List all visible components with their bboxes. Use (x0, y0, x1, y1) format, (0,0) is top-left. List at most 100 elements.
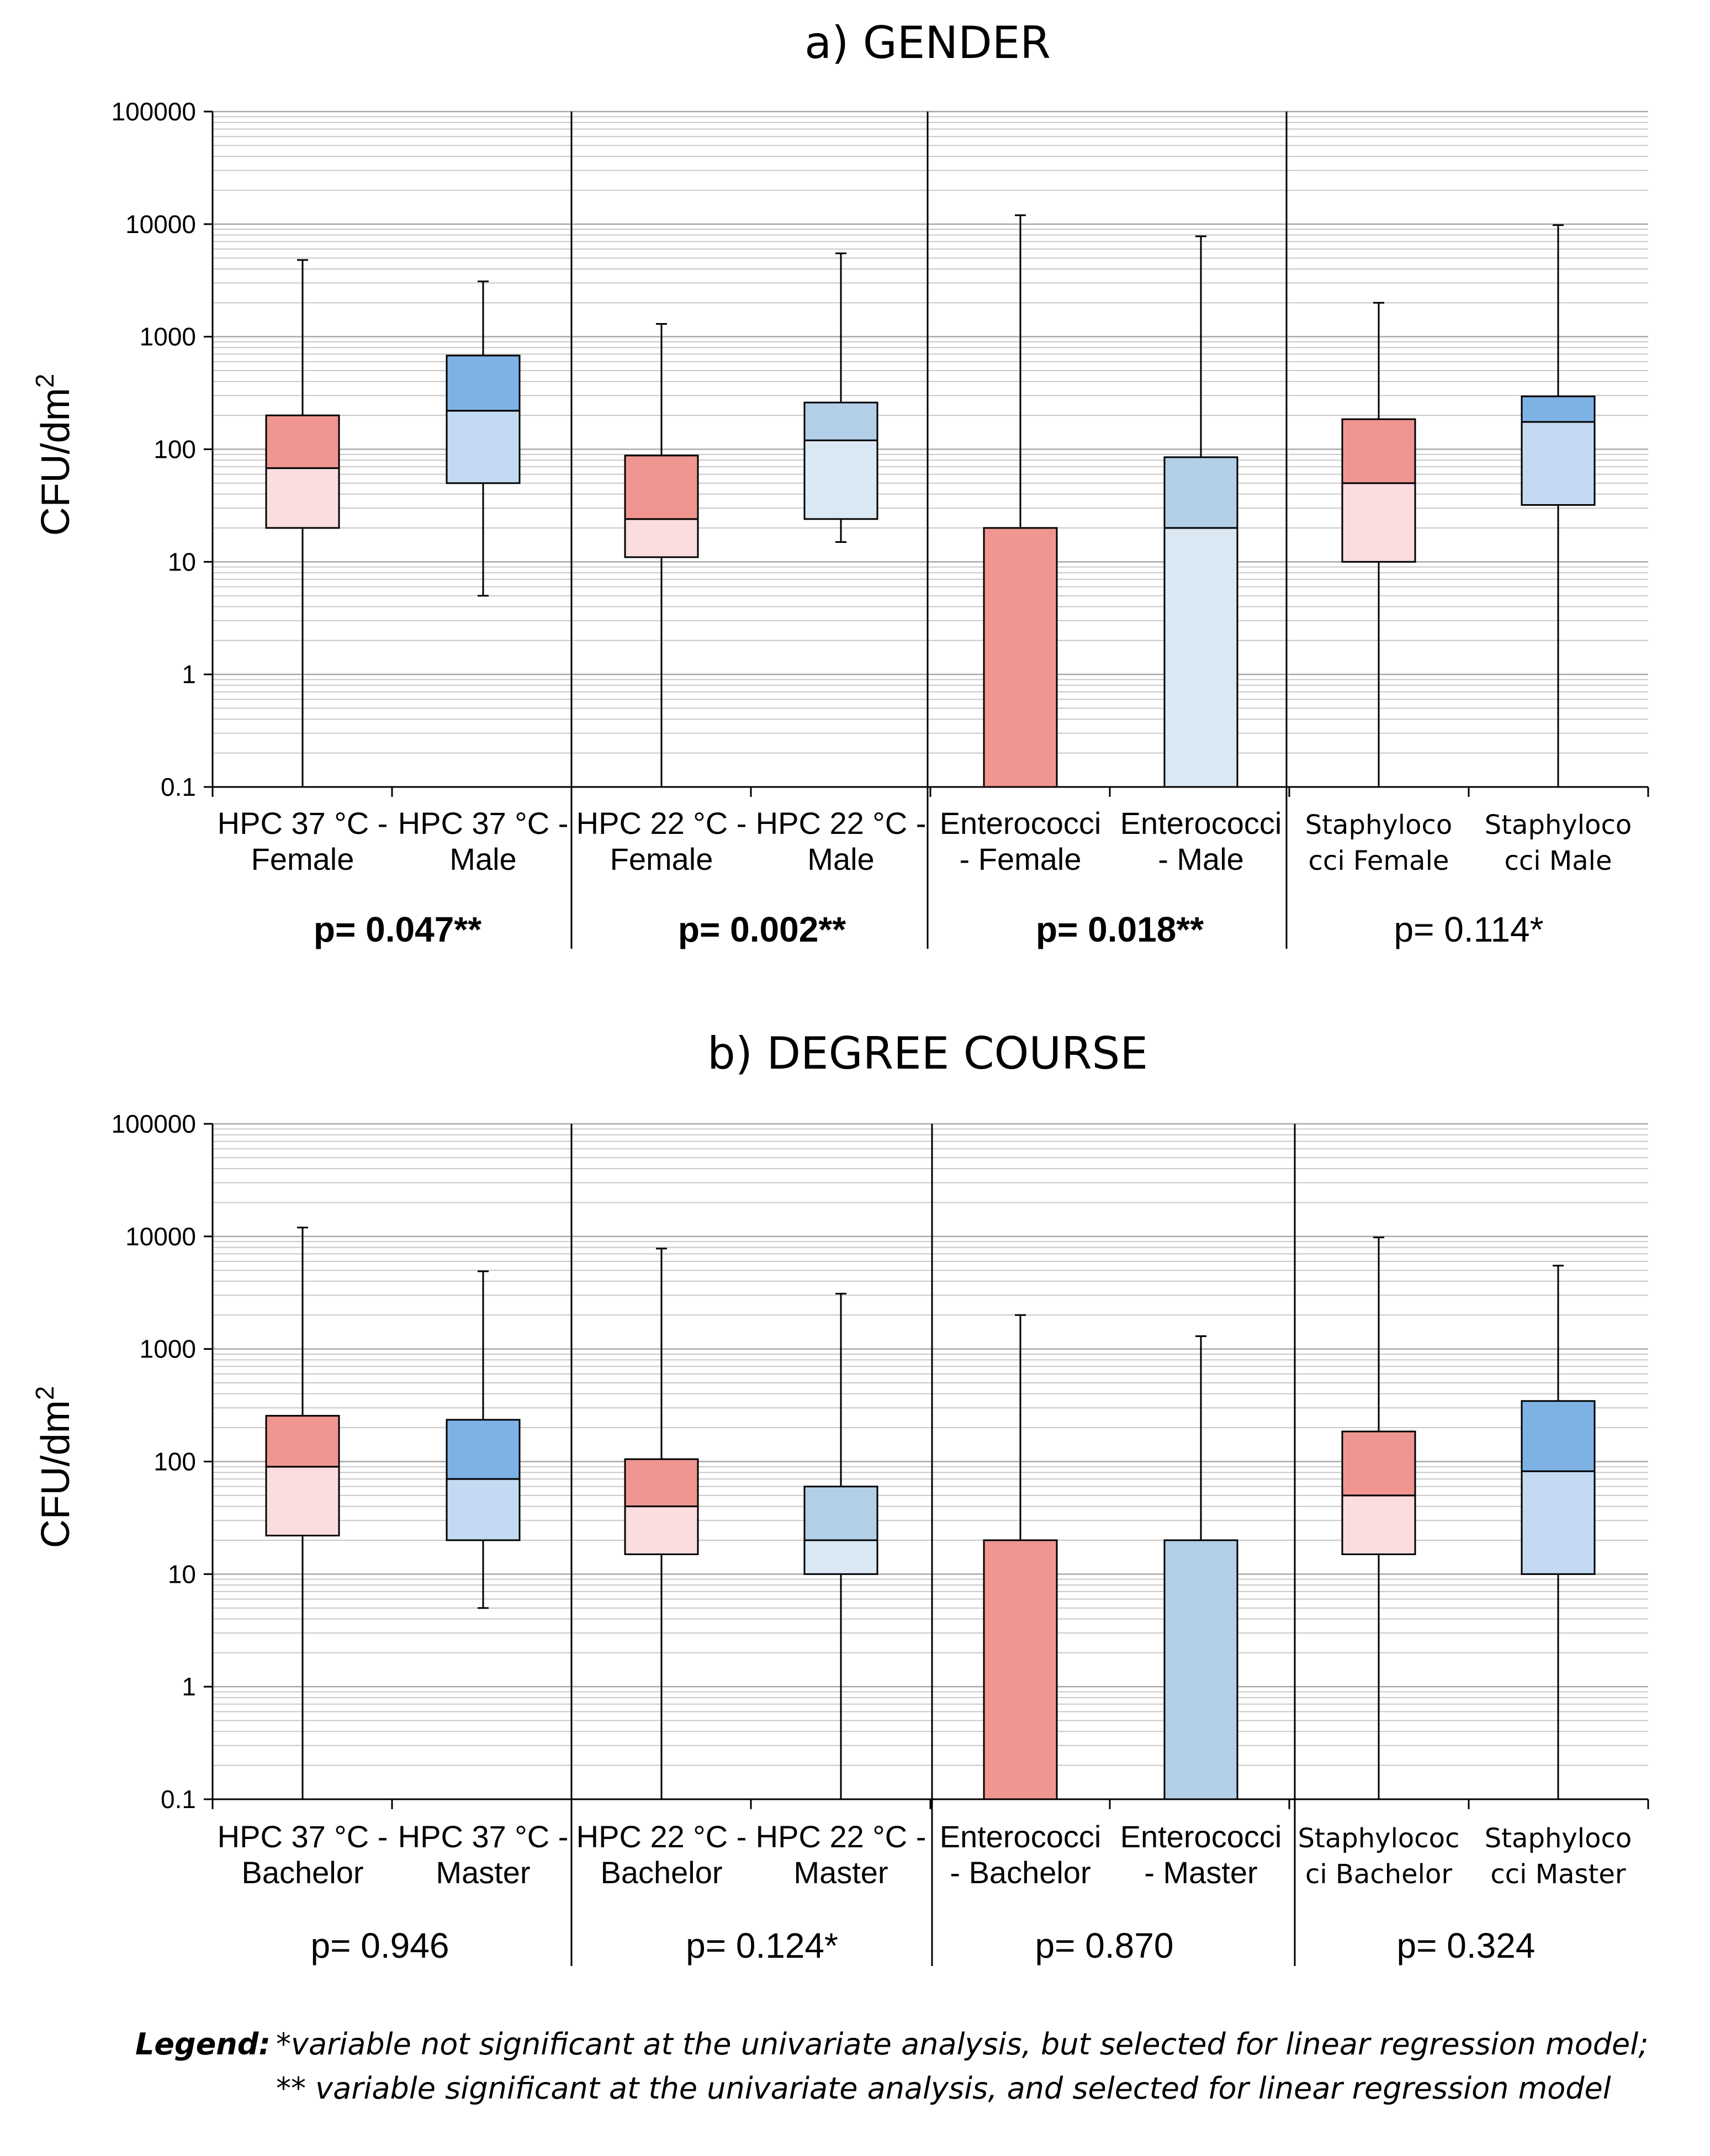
y-tick-label: 0.1 (161, 1785, 196, 1814)
y-tick-label: 1 (182, 1672, 196, 1701)
box-upper (983, 1539, 1058, 1800)
p-value-label: p= 0.946 (311, 1926, 449, 1965)
box-plot: Staphyloco cci Female (1305, 302, 1452, 876)
y-axis-label-superscript: 2 (30, 374, 59, 388)
category-label: cci Master (1490, 1859, 1626, 1890)
charts-layer: a) GENDER 0.1 1 10 100 1000 10000 100000 CFU/dm2… (30, 17, 1649, 1966)
box-upper (1521, 395, 1596, 423)
box-lower (1163, 527, 1238, 788)
box-upper (983, 527, 1058, 788)
box-lower (624, 1505, 699, 1555)
box-upper (446, 1419, 521, 1480)
legend-line-1: *variable not significant at the univari… (276, 2027, 1648, 2062)
y-tick-label: 100 (153, 435, 196, 464)
chart-panel-1: a) GENDER 0.1 1 10 100 1000 10000 100000 CFU/dm2… (30, 17, 1649, 949)
category-label: HPC 37 °C - (218, 806, 388, 841)
box-plot: Enterococci- Master (1120, 1335, 1282, 1890)
category-label: Staphyloco (1485, 1823, 1632, 1854)
category-label: Enterococci (1120, 1819, 1282, 1854)
box-upper (1521, 1400, 1596, 1472)
y-axis-label-superscript: 2 (30, 1386, 59, 1401)
category-label: Bachelor (241, 1855, 363, 1890)
category-label: HPC 37 °C - (398, 806, 569, 841)
legend: Legend: *variable not significant at the… (135, 2027, 1648, 2106)
box-lower (803, 439, 878, 520)
category-label: HPC 22 °C - (756, 1819, 927, 1854)
box-upper (265, 414, 340, 469)
box-lower (265, 467, 340, 529)
box-plot: Enterococci- Female (940, 214, 1102, 876)
p-value-label: p= 0.114* (1394, 910, 1543, 949)
p-value-label: p= 0.002** (678, 910, 846, 949)
chart-panel-2: b) DEGREE COURSE 0.1 1 10 100 1000 10000 100000… (30, 1028, 1649, 1966)
y-tick-label: 100000 (112, 1109, 197, 1138)
category-label: - Master (1144, 1855, 1257, 1890)
box-plot: HPC 22 °C -Male (756, 252, 926, 876)
box-plot: HPC 22 °C -Female (576, 323, 747, 876)
box-lower (624, 518, 699, 558)
box-upper (446, 355, 521, 412)
box-lower (1341, 1494, 1416, 1555)
legend-line-2: ** variable significant at the univariat… (276, 2071, 1611, 2106)
y-tick-label: 10000 (125, 210, 196, 239)
box-upper (803, 401, 878, 441)
category-label: Enterococci (940, 806, 1102, 841)
box-upper (803, 1486, 878, 1541)
box-lower (446, 1478, 521, 1541)
chart-title: a) GENDER (804, 17, 1051, 68)
box-upper (1341, 418, 1416, 484)
y-tick-label: 1 (182, 660, 196, 689)
box-lower (1521, 421, 1596, 506)
category-label: cci Male (1504, 846, 1612, 876)
box-upper (1163, 1539, 1238, 1800)
category-label: Staphyloco (1485, 810, 1632, 841)
y-tick-label: 0.1 (161, 773, 196, 801)
category-label: Female (251, 842, 354, 876)
box-plot: HPC 37 °C -Bachelor (218, 1227, 388, 1890)
box-plot: HPC 37 °C -Male (398, 281, 569, 876)
category-label: Male (807, 842, 874, 876)
category-label: Enterococci (940, 1819, 1102, 1854)
category-label: Master (436, 1855, 530, 1890)
box-upper (1163, 456, 1238, 529)
category-label: Bachelor (600, 1855, 722, 1890)
y-tick-label: 10000 (125, 1222, 196, 1251)
category-label: Female (610, 842, 713, 876)
box-lower (265, 1466, 340, 1537)
category-label: - Bachelor (950, 1855, 1090, 1890)
box-plot: Staphylococ ci Bachelor (1298, 1236, 1460, 1890)
chart-title: b) DEGREE COURSE (707, 1028, 1148, 1079)
category-label: Staphylococ (1298, 1823, 1460, 1854)
category-label: HPC 37 °C - (218, 1819, 388, 1854)
y-axis-label: CFU/dm2 (30, 1386, 78, 1549)
box-lower (803, 1539, 878, 1575)
category-label: HPC 37 °C - (398, 1819, 569, 1854)
box-upper (624, 455, 699, 520)
p-value-label: p= 0.018** (1036, 910, 1204, 949)
box-lower (1521, 1470, 1596, 1575)
box-upper (1341, 1430, 1416, 1497)
legend-label: Legend: (135, 2027, 271, 2062)
box-plot: HPC 37 °C -Master (398, 1270, 569, 1890)
category-label: cci Female (1309, 846, 1449, 876)
box-plot: Enterococci- Male (1120, 235, 1282, 876)
y-tick-label: 10 (168, 1560, 196, 1588)
box-upper (265, 1415, 340, 1468)
box-plot: HPC 37 °C -Female (218, 259, 388, 876)
p-value-label: p= 0.047** (314, 910, 481, 949)
box-lower (1341, 482, 1416, 563)
category-label: HPC 22 °C - (576, 806, 747, 841)
box-plot: HPC 22 °C -Bachelor (576, 1248, 747, 1890)
box-plot: Staphyloco cci Master (1485, 1265, 1632, 1890)
y-axis-label: CFU/dm2 (30, 374, 78, 536)
category-label: Staphyloco (1305, 810, 1452, 841)
category-label: - Female (960, 842, 1082, 876)
category-label: Master (793, 1855, 888, 1890)
y-tick-label: 10 (168, 547, 196, 576)
box-plot: Enterococci- Bachelor (940, 1314, 1102, 1890)
category-label: HPC 22 °C - (576, 1819, 747, 1854)
y-tick-label: 100000 (112, 97, 197, 126)
box-plot: HPC 22 °C -Master (756, 1293, 927, 1890)
box-plot: Staphyloco cci Male (1485, 224, 1632, 876)
